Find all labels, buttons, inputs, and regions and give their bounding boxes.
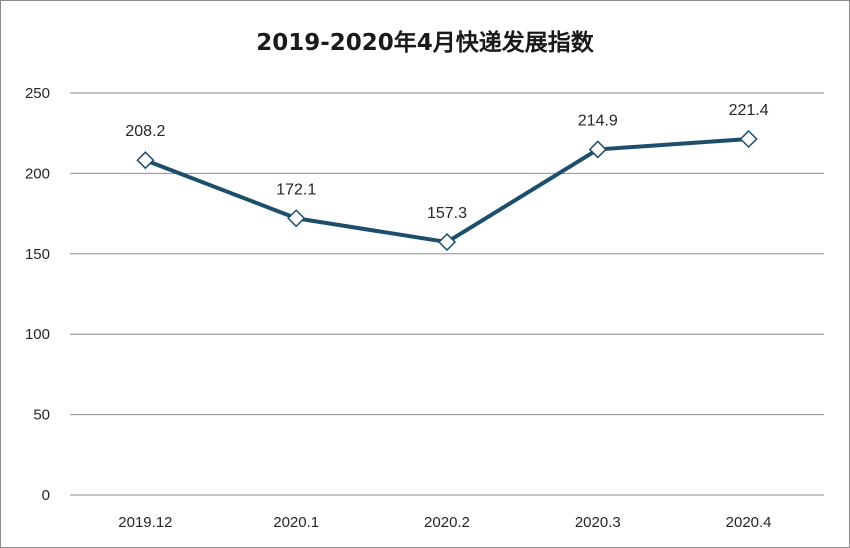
gridlines [70, 92, 824, 496]
y-tick-label: 150 [25, 246, 50, 263]
y-axis-ticks: 0 50 100 150 200 250 [25, 85, 50, 504]
data-point-marker [287, 209, 306, 228]
x-tick-label: 2019.12 [118, 514, 172, 531]
y-tick-label: 50 [33, 407, 50, 424]
data-label: 157.3 [427, 205, 467, 222]
series-line [144, 136, 749, 245]
data-label: 172.1 [276, 181, 316, 198]
x-axis-ticks: 2019.12 2020.1 2020.2 2020.3 2020.4 [118, 514, 771, 531]
x-tick-label: 2020.3 [575, 514, 621, 531]
y-tick-label: 0 [42, 487, 50, 504]
x-tick-label: 2020.1 [273, 514, 319, 531]
series [136, 129, 758, 252]
x-tick-label: 2020.2 [424, 514, 470, 531]
data-label: 208.2 [125, 123, 165, 140]
data-point-marker [739, 129, 758, 149]
data-labels: 208.2 172.1 157.3 214.9 221.4 [125, 102, 768, 222]
data-point-marker [437, 233, 457, 252]
data-point-marker [588, 140, 607, 159]
y-tick-label: 100 [25, 326, 50, 343]
y-tick-label: 250 [25, 85, 50, 102]
data-point-marker [136, 151, 155, 170]
data-label: 214.9 [578, 112, 618, 129]
data-label: 221.4 [729, 102, 769, 119]
y-tick-label: 200 [25, 165, 50, 182]
chart-title: 2019-2020年4月快递发展指数 [256, 30, 594, 56]
x-tick-label: 2020.4 [726, 514, 772, 531]
